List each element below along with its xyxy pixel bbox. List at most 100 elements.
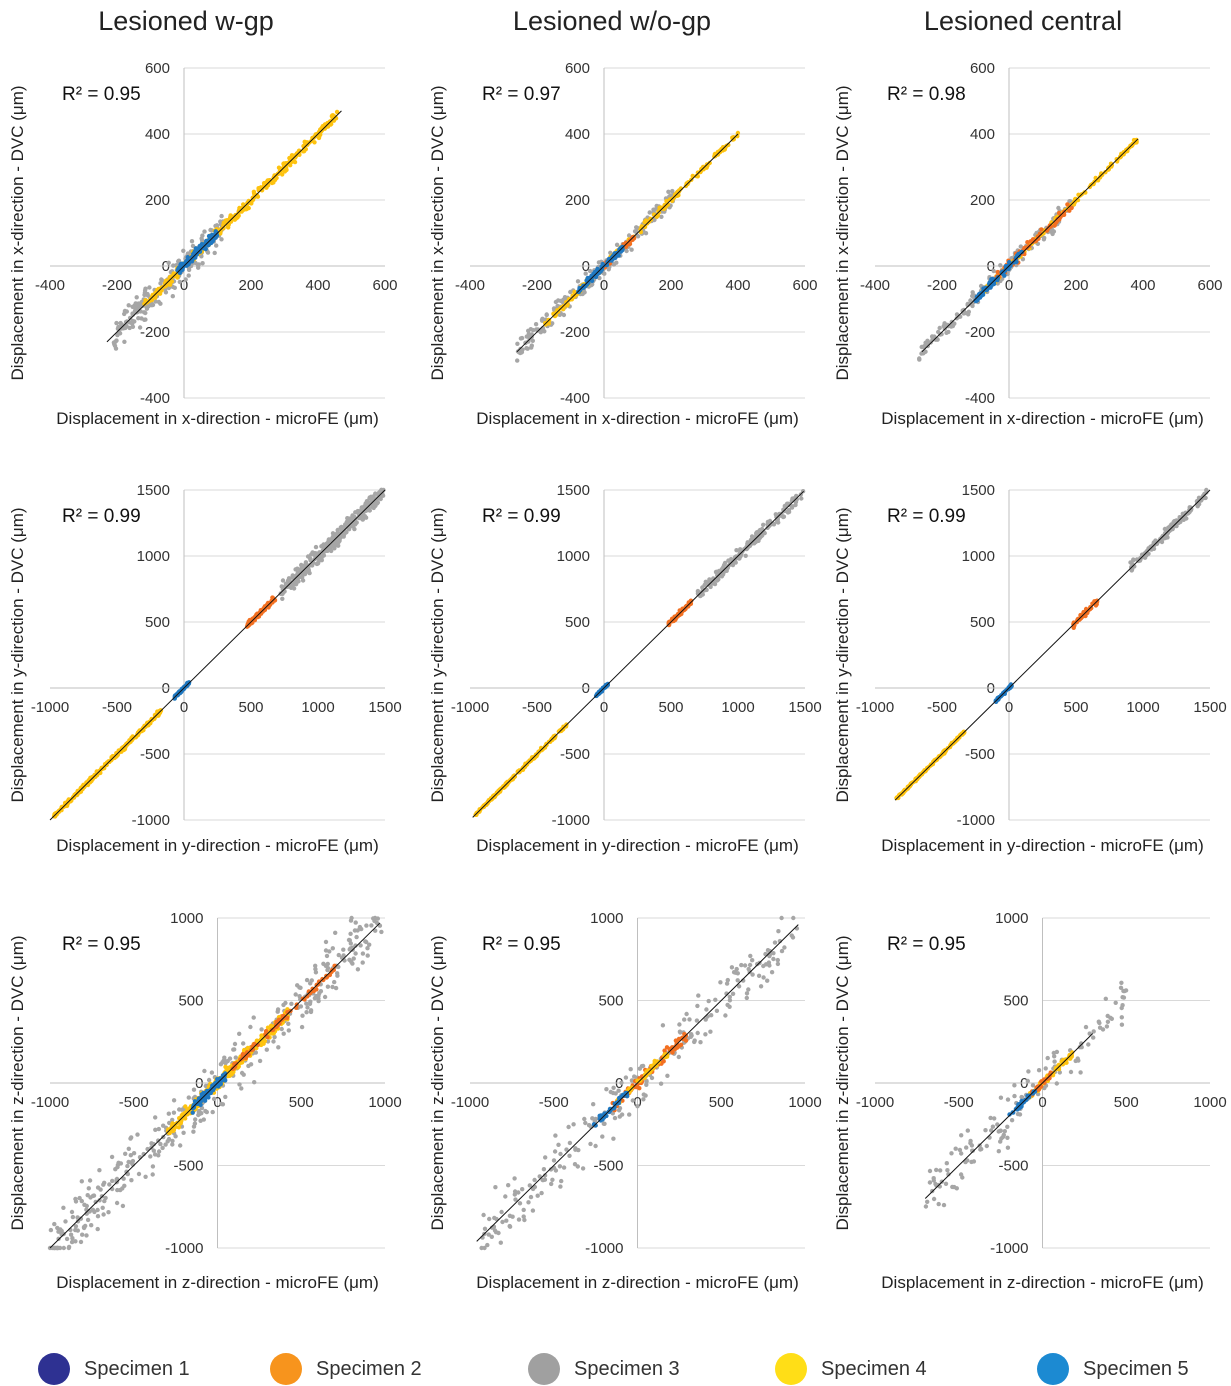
- data-point: [232, 1041, 238, 1047]
- x-tick-label: 1000: [301, 699, 334, 716]
- data-point: [1002, 268, 1008, 273]
- data-point: [1056, 210, 1062, 216]
- data-point: [931, 1178, 936, 1183]
- data-point: [280, 578, 286, 583]
- y-tick-label: 200: [145, 192, 170, 209]
- data-point: [689, 1033, 694, 1038]
- data-point: [257, 1058, 263, 1064]
- data-point: [114, 1200, 120, 1206]
- data-point: [1036, 1068, 1042, 1073]
- data-point: [588, 1141, 593, 1147]
- data-point: [591, 1102, 596, 1107]
- data-point: [953, 1146, 958, 1151]
- data-point: [177, 279, 182, 285]
- data-point: [153, 295, 158, 300]
- data-point: [775, 957, 780, 963]
- y-tick-label: -200: [560, 324, 590, 341]
- data-point: [59, 1228, 64, 1234]
- data-point: [1065, 202, 1070, 207]
- data-point: [647, 1070, 652, 1075]
- data-point: [304, 977, 310, 983]
- fit-line: [516, 133, 739, 353]
- data-point: [352, 526, 357, 532]
- data-point: [298, 985, 303, 990]
- data-point: [518, 336, 524, 341]
- data-point: [687, 600, 692, 606]
- data-point: [221, 1077, 226, 1083]
- data-point: [191, 1087, 197, 1092]
- data-point: [719, 574, 725, 579]
- data-point: [286, 1028, 291, 1033]
- data-point: [294, 1005, 299, 1010]
- data-point: [75, 1215, 80, 1220]
- data-point: [314, 132, 319, 137]
- series-points: [1128, 487, 1209, 573]
- data-point: [936, 329, 941, 335]
- data-point: [1109, 1016, 1115, 1021]
- x-tick-label: 0: [180, 277, 188, 294]
- data-point: [287, 578, 292, 583]
- data-point: [606, 267, 611, 272]
- data-point: [946, 329, 951, 335]
- data-point: [136, 316, 141, 321]
- data-point: [200, 261, 205, 266]
- data-point: [749, 539, 755, 544]
- data-point: [1030, 1083, 1036, 1088]
- data-point: [135, 1132, 140, 1137]
- data-point: [1068, 1069, 1074, 1075]
- data-point: [744, 991, 750, 996]
- data-point: [703, 1017, 708, 1022]
- data-point: [150, 1172, 155, 1177]
- data-point: [558, 1184, 563, 1189]
- data-point: [598, 1118, 603, 1123]
- data-point: [334, 109, 340, 115]
- data-point: [265, 1025, 271, 1030]
- data-point: [748, 953, 753, 959]
- data-point: [69, 1209, 75, 1215]
- data-point: [922, 343, 927, 349]
- data-point: [558, 1151, 563, 1157]
- y-tick-label: -400: [965, 390, 995, 407]
- data-point: [220, 1073, 226, 1078]
- series-points: [1071, 598, 1100, 630]
- y-tick-label: -1000: [585, 1240, 623, 1257]
- data-point: [493, 1185, 498, 1190]
- data-point: [70, 1214, 76, 1220]
- data-point: [209, 239, 215, 244]
- data-point: [1000, 1134, 1006, 1140]
- data-point: [172, 285, 177, 290]
- data-point: [166, 260, 171, 265]
- data-point: [305, 1005, 310, 1010]
- data-point: [779, 948, 785, 954]
- data-point: [559, 1178, 564, 1184]
- data-point: [152, 291, 158, 296]
- data-point: [540, 1177, 545, 1183]
- data-point: [543, 1155, 548, 1160]
- data-point: [101, 1212, 106, 1217]
- data-point: [90, 1193, 96, 1199]
- data-point: [724, 981, 730, 986]
- data-point: [738, 547, 743, 552]
- data-point: [524, 346, 529, 351]
- data-point: [1123, 149, 1129, 154]
- data-point: [153, 1127, 158, 1133]
- data-point: [958, 1172, 964, 1177]
- data-point: [333, 985, 339, 991]
- data-point: [351, 956, 356, 961]
- data-point: [571, 1122, 576, 1127]
- data-point: [73, 1224, 79, 1229]
- data-point: [570, 293, 575, 298]
- data-point: [517, 1201, 523, 1206]
- x-tick-label: 1000: [1126, 699, 1159, 716]
- data-point: [608, 1089, 613, 1095]
- data-point: [1087, 1031, 1092, 1036]
- data-point: [107, 1182, 112, 1187]
- x-tick-label: 400: [1130, 277, 1155, 294]
- data-point: [1025, 1078, 1031, 1084]
- x-tick-label: -200: [102, 277, 132, 294]
- data-point: [791, 915, 796, 921]
- data-point: [654, 1063, 659, 1068]
- data-point: [293, 992, 298, 997]
- data-point: [489, 1225, 495, 1230]
- data-point: [917, 356, 922, 361]
